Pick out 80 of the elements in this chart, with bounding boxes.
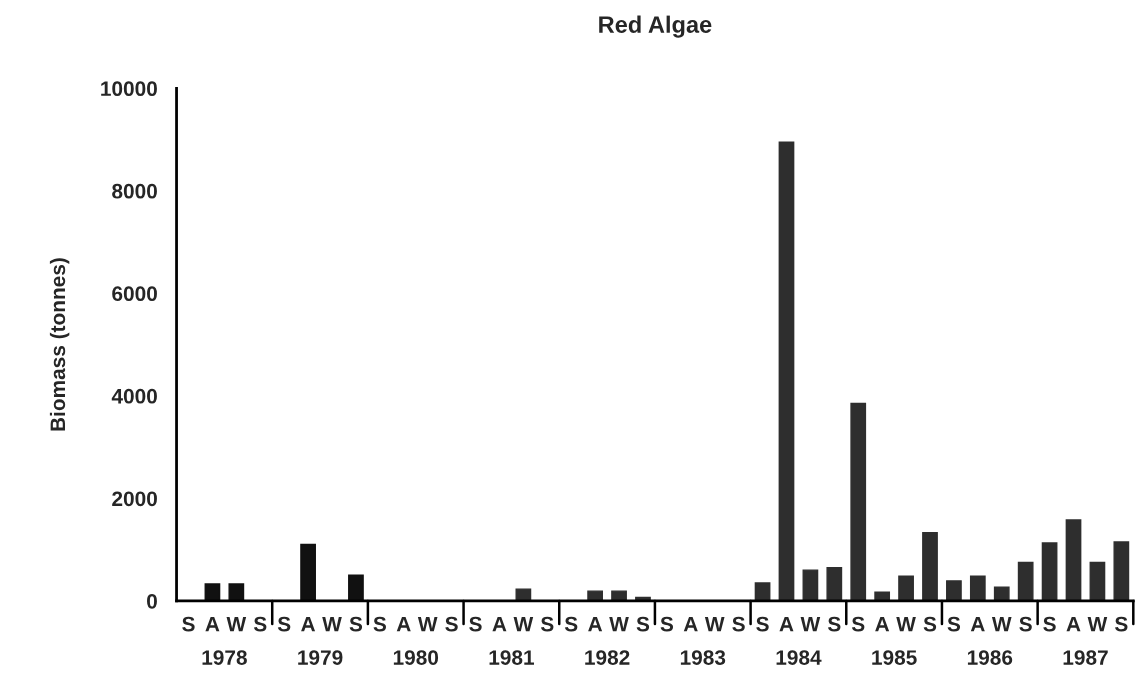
x-tick-label: A: [205, 616, 220, 632]
x-tick-label: A: [779, 616, 794, 632]
text: 1983: [680, 650, 726, 665]
x-tick-label: W: [896, 616, 916, 632]
x-tick-label: S: [947, 616, 961, 632]
bar: [993, 586, 1010, 601]
x-tick-label: S: [469, 616, 482, 632]
x-tick-label: S: [636, 616, 650, 632]
x-tick-label: S: [182, 616, 195, 632]
bar: [850, 402, 867, 601]
text: 1985: [872, 650, 917, 665]
bar: [778, 141, 795, 601]
x-tick-label: A: [588, 616, 603, 632]
x-tick-label: S: [1019, 616, 1032, 632]
x-tick-label: A: [1066, 616, 1081, 632]
text: 1979: [298, 650, 343, 665]
x-tick-label: W: [226, 616, 247, 632]
x-tick-label: S: [373, 616, 386, 632]
x-tick-label: A: [683, 616, 698, 632]
bar: [611, 590, 627, 601]
x-tick-label: S: [564, 616, 578, 632]
x-tick-label: S: [445, 616, 458, 632]
x-tick-label: W: [800, 616, 821, 632]
x-tick-label: A: [875, 616, 890, 632]
x-tick-label: A: [396, 616, 411, 632]
x-tick-label: W: [1087, 616, 1108, 632]
text: 1986: [967, 650, 1013, 665]
x-tick-label: S: [851, 616, 865, 632]
bar: [204, 583, 221, 601]
x-tick-label: S: [660, 616, 674, 632]
x-tick-label: S: [1115, 616, 1128, 632]
bar: [1041, 542, 1058, 601]
text: 1981: [489, 650, 535, 665]
x-tick-label: A: [492, 616, 507, 632]
y-tick-label: 0: [147, 593, 157, 609]
bar: [348, 574, 364, 601]
bar: [826, 566, 843, 601]
x-tick-label: A: [970, 616, 985, 632]
bar: [946, 580, 962, 601]
x-tick-label: W: [704, 616, 725, 632]
y-axis-title: Biomass (tonnes): [49, 258, 70, 431]
bar: [1065, 519, 1082, 601]
y-tick-label: 6000: [112, 286, 157, 302]
text: 1987: [1063, 650, 1108, 665]
x-tick-label: W: [991, 616, 1012, 632]
text: 1978: [202, 650, 247, 665]
x-tick-label: S: [349, 616, 363, 632]
y-tick-label: 10000: [101, 81, 157, 97]
x-tick-label: S: [1043, 616, 1056, 632]
x-tick-label: W: [609, 616, 629, 632]
x-tick-label: S: [732, 616, 745, 632]
x-tick-label: S: [277, 616, 291, 632]
x-tick-label: W: [417, 616, 438, 632]
x-tick-label: W: [513, 616, 534, 632]
x-tick-label: A: [301, 616, 316, 632]
bar: [587, 590, 603, 601]
bar: [228, 583, 245, 601]
bar: [922, 532, 938, 601]
text: 1980: [393, 650, 439, 665]
bar: [898, 575, 914, 601]
x-tick-label: S: [540, 616, 554, 632]
y-tick-label: 2000: [112, 491, 157, 507]
x-tick-label: S: [827, 616, 841, 632]
x-tick-label: S: [923, 616, 937, 632]
bar: [1113, 541, 1130, 601]
bar: [802, 569, 819, 601]
x-tick-label: W: [322, 616, 342, 632]
text: 1982: [585, 650, 630, 665]
x-tick-label: S: [253, 616, 267, 632]
bar: [1089, 561, 1106, 601]
text: 1984: [776, 650, 822, 665]
y-tick-label: 4000: [111, 388, 157, 404]
bar: [300, 543, 316, 601]
bar: [515, 588, 532, 601]
bar: [969, 575, 986, 601]
chart-title: Red Algae: [599, 15, 712, 38]
x-tick-label: S: [756, 616, 769, 632]
y-tick-label: 8000: [112, 183, 157, 199]
bar: [1017, 561, 1034, 601]
bar: [754, 582, 771, 601]
